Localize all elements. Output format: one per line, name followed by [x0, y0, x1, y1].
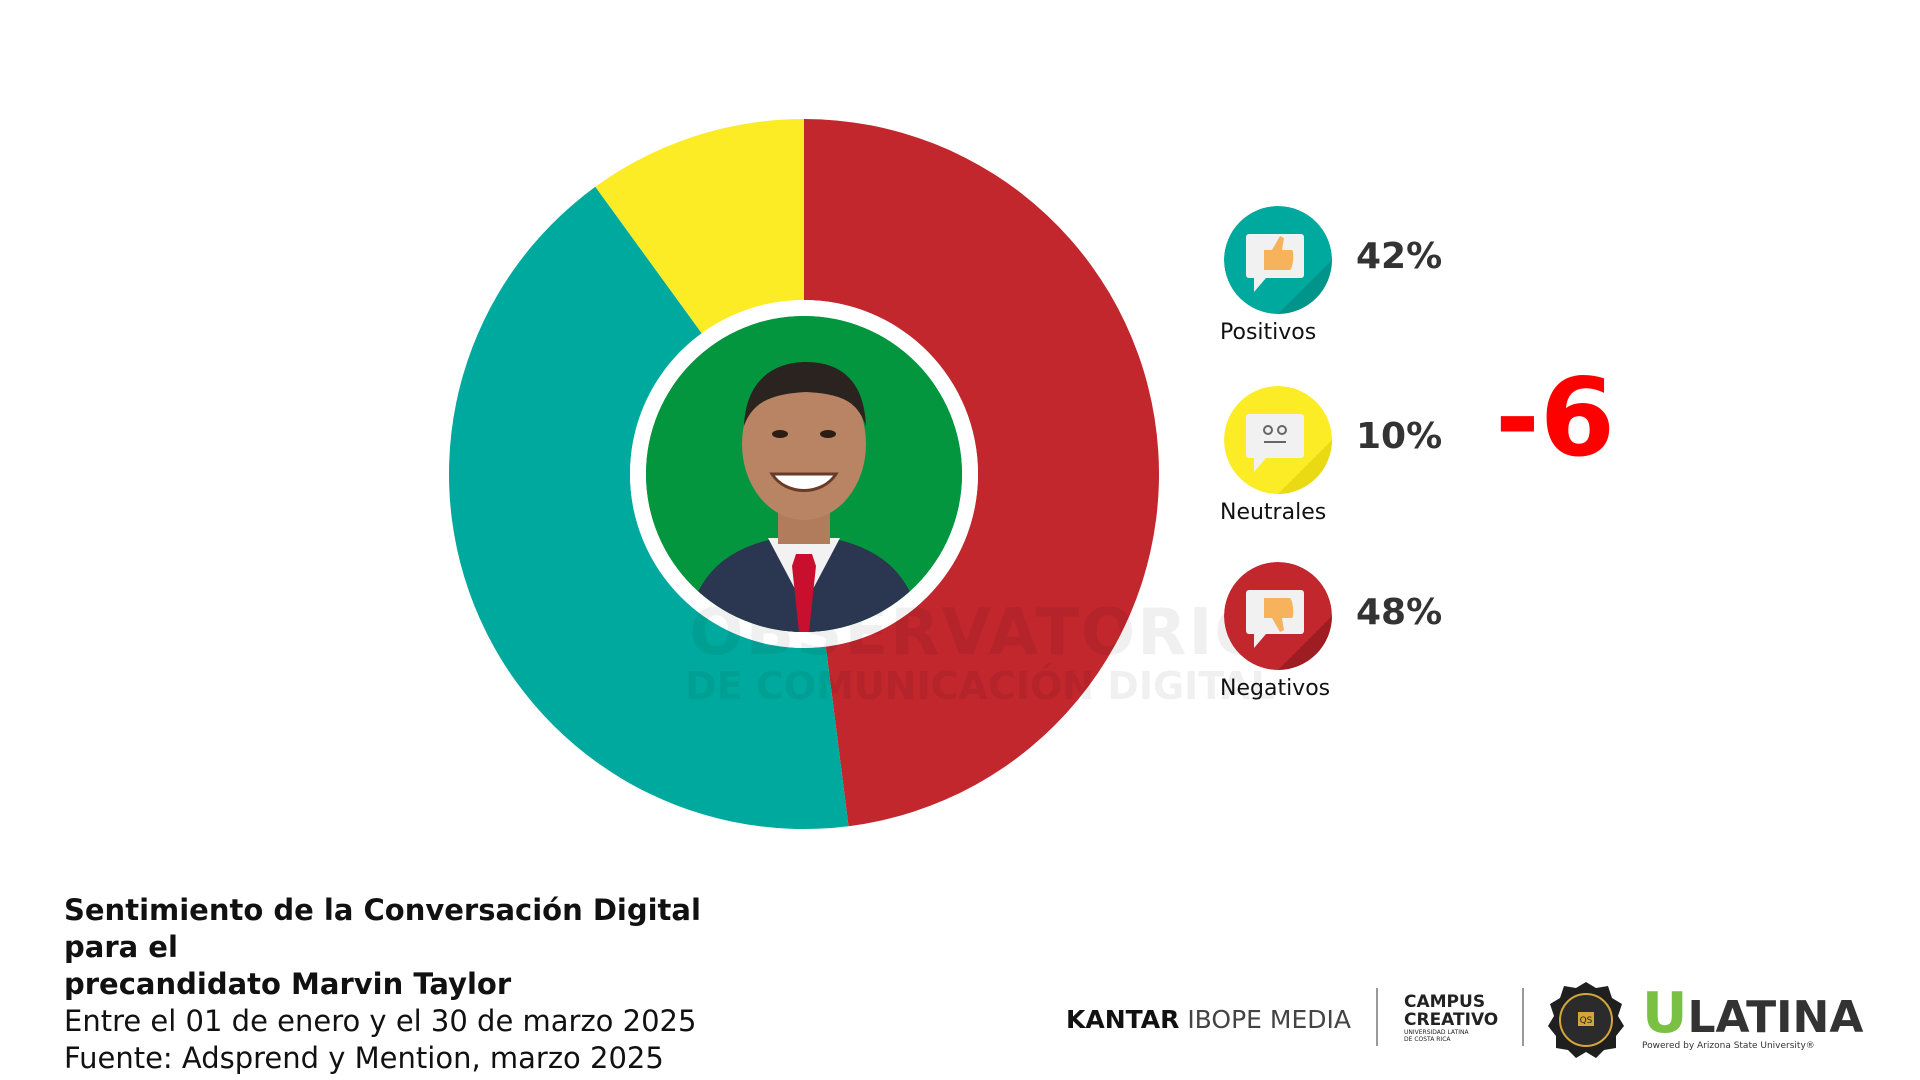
campus-line1: CAMPUS [1404, 992, 1486, 1012]
negativos-percentage: 48% [1356, 592, 1443, 633]
ulatina-powered-by: Powered by Arizona State University® [1642, 1041, 1815, 1051]
neutral-face-icon [1224, 386, 1332, 494]
neutrales-label: Neutrales [1220, 500, 1327, 525]
ulatina-rest: LATINA [1687, 992, 1864, 1043]
kantar-logo-bold: KANTAR [1066, 1005, 1180, 1034]
legend-item-negativos: 48% Negativos [1220, 562, 1780, 702]
caption-period: Entre el 01 de enero y el 30 de marzo 20… [64, 1004, 697, 1038]
ulatina-logo: ULATINA Powered by Arizona State Univers… [1642, 986, 1864, 1052]
footer-divider-2 [1522, 988, 1524, 1046]
candidate-photo [646, 316, 962, 632]
thumbs-down-icon [1224, 562, 1332, 670]
campus-line2: CREATIVO [1404, 1010, 1499, 1030]
kantar-ibope-logo: KANTAR IBOPE MEDIA [1066, 1005, 1351, 1034]
neutrales-percentage: 10% [1356, 416, 1443, 457]
donut-slice-neutrales [595, 119, 804, 334]
legend-item-neutrales: 10% Neutrales [1220, 386, 1780, 526]
qs-rating-badge-icon: QS [1548, 982, 1624, 1058]
positivos-label: Positivos [1220, 320, 1317, 345]
negativos-label: Negativos [1220, 676, 1331, 701]
donut-slice-negativos [804, 119, 1160, 827]
net-sentiment-value: -6 [1495, 356, 1615, 481]
qs-badge-text: QS [1580, 1016, 1593, 1026]
campus-sub1: UNIVERSIDAD LATINA [1404, 1029, 1469, 1036]
thumbs-up-icon [1224, 206, 1332, 314]
chart-caption: Sentimiento de la Conversación Digital p… [64, 892, 784, 1077]
ulatina-u: U [1642, 981, 1688, 1046]
legend-item-positivos: 42% Positivos [1220, 206, 1780, 346]
donut-slice-positivos [448, 186, 849, 830]
caption-source: Fuente: Adsprend y Mention, marzo 2025 [64, 1041, 664, 1075]
campus-sub2: DE COSTA RICA [1404, 1036, 1451, 1043]
footer-divider-1 [1376, 988, 1378, 1046]
caption-title-line1: Sentimiento de la Conversación Digital p… [64, 893, 701, 964]
positivos-percentage: 42% [1356, 236, 1443, 277]
kantar-logo-light: IBOPE MEDIA [1187, 1005, 1351, 1034]
campus-creativo-logo: CAMPUS CREATIVO UNIVERSIDAD LATINA DE CO… [1404, 993, 1514, 1043]
caption-title-line2: precandidato Marvin Taylor [64, 967, 512, 1001]
